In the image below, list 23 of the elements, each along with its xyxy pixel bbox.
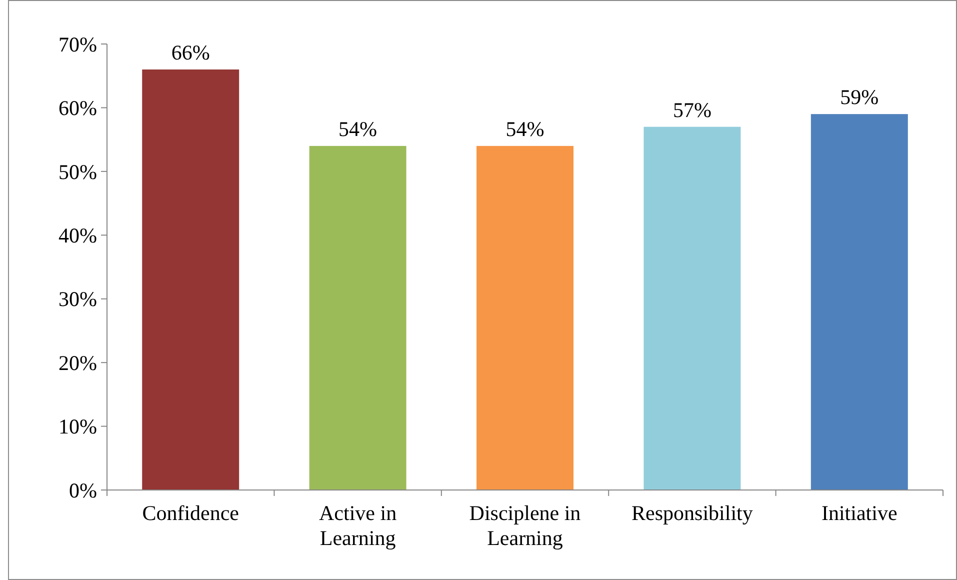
y-tick-label: 0% bbox=[69, 478, 97, 502]
y-tick-label: 10% bbox=[58, 414, 97, 439]
data-label: 54% bbox=[338, 116, 378, 141]
bar bbox=[810, 114, 908, 490]
bar bbox=[309, 146, 406, 490]
y-tick-label: 40% bbox=[58, 223, 97, 248]
data-label: 54% bbox=[506, 116, 544, 141]
bar bbox=[476, 146, 574, 490]
y-tick-label: 70% bbox=[58, 32, 97, 56]
bar bbox=[142, 69, 240, 490]
y-tick-label: 50% bbox=[58, 160, 97, 184]
x-tick-label: Active in Learning bbox=[319, 501, 398, 550]
data-label: 59% bbox=[840, 85, 879, 110]
y-tick-label: 30% bbox=[58, 287, 97, 312]
x-tick-label: Initiative bbox=[821, 501, 898, 525]
data-label: 66% bbox=[171, 40, 210, 64]
x-tick-label: Responsibility bbox=[632, 501, 754, 525]
x-tick-label: Confidence bbox=[142, 501, 239, 525]
y-tick-label: 60% bbox=[58, 96, 97, 120]
data-label: 57% bbox=[672, 98, 712, 122]
x-tick-label: Disciplene in Learning bbox=[469, 501, 582, 550]
y-tick-label: 20% bbox=[58, 350, 97, 375]
bar bbox=[644, 126, 741, 490]
